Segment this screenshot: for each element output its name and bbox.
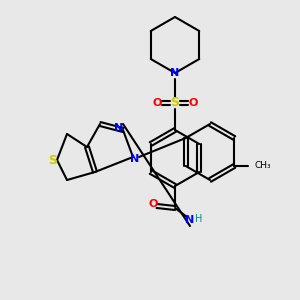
Text: CH₃: CH₃ <box>254 161 271 170</box>
Text: N: N <box>130 154 140 164</box>
Text: N: N <box>185 215 195 225</box>
Text: S: S <box>49 154 58 166</box>
Text: O: O <box>152 98 162 108</box>
Text: H: H <box>195 214 203 224</box>
Text: O: O <box>148 199 158 209</box>
Text: N: N <box>170 68 180 78</box>
Text: N: N <box>114 123 124 133</box>
Text: S: S <box>170 97 179 110</box>
Text: O: O <box>188 98 198 108</box>
